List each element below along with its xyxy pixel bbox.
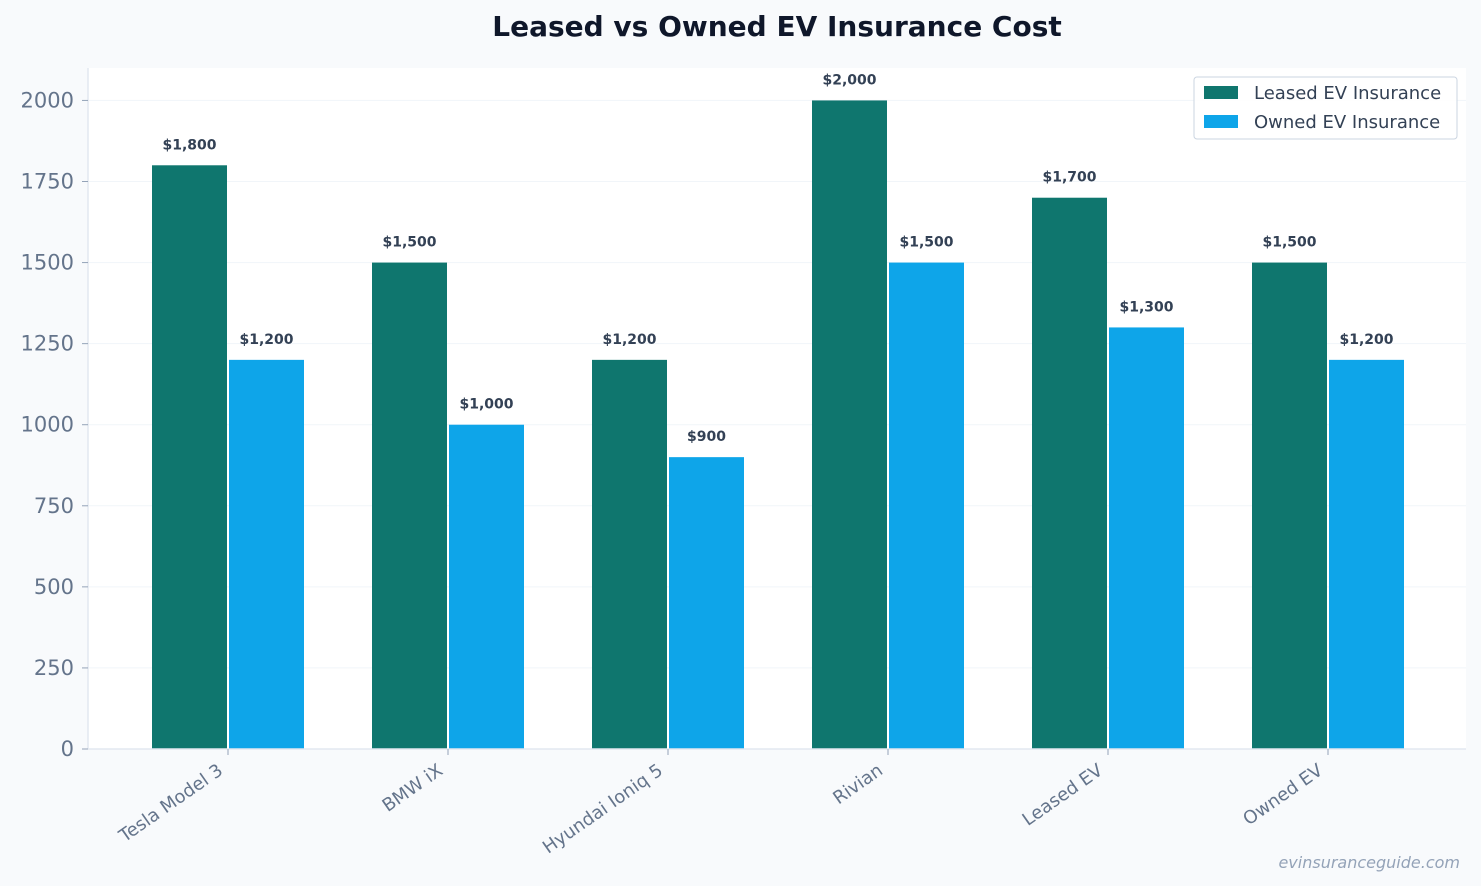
x-tick-label: Hyundai Ioniq 5 [539, 760, 667, 858]
legend-swatch-leased [1204, 86, 1238, 99]
bar-leased [592, 359, 667, 749]
watermark: evinsuranceguide.com [1278, 853, 1460, 872]
x-tick-label: BMW iX [379, 760, 447, 817]
data-label: $1,200 [239, 332, 293, 348]
data-label: $1,500 [382, 235, 436, 251]
data-label: $1,300 [1119, 299, 1173, 315]
y-tick-label: 250 [34, 656, 74, 680]
bar-leased [1252, 262, 1327, 749]
bar-owned [889, 262, 964, 749]
chart-title: Leased vs Owned EV Insurance Cost [492, 10, 1062, 43]
bar-leased [152, 165, 227, 750]
y-axis-ticks: 0 250 500 750 1000 1250 1500 1750 2000 [21, 88, 88, 761]
bars [152, 100, 1404, 750]
data-label: $2,000 [822, 72, 876, 88]
data-label: $1,200 [602, 332, 656, 348]
bar-leased [1032, 197, 1107, 749]
x-tick-label: Leased EV [1019, 760, 1108, 831]
y-tick-label: 1000 [21, 413, 74, 437]
bar-leased [812, 100, 887, 749]
legend-label-leased: Leased EV Insurance [1254, 83, 1441, 104]
data-label: $1,700 [1042, 170, 1096, 186]
data-label: $1,500 [899, 235, 953, 251]
legend-box [1193, 76, 1458, 140]
data-label: $1,000 [459, 397, 513, 413]
bar-owned [1329, 359, 1404, 749]
bar-owned [449, 424, 524, 749]
data-labels: $1,800 $1,200 $1,500 $1,000 $1,200 $900 $2,000… [162, 72, 1393, 445]
x-axis-ticks: Tesla Model 3 BMW iX Hyundai Ioniq 5 Rivian… [115, 749, 1329, 858]
y-tick-label: 750 [34, 494, 74, 518]
y-tick-label: 1750 [21, 170, 74, 194]
y-tick-label: 0 [61, 737, 74, 761]
y-tick-label: 1250 [21, 332, 74, 356]
x-tick-label: Owned EV [1239, 760, 1327, 830]
bar-owned [669, 457, 744, 749]
legend: Leased EV Insurance Owned EV Insurance [1193, 76, 1458, 140]
x-tick-label: Tesla Model 3 [115, 760, 227, 847]
y-tick-label: 1500 [21, 251, 74, 275]
data-label: $900 [687, 429, 726, 445]
bar-owned [229, 359, 304, 749]
y-tick-label: 500 [34, 575, 74, 599]
y-tick-label: 2000 [21, 88, 74, 112]
data-label: $1,500 [1262, 235, 1316, 251]
bar-owned [1109, 327, 1184, 749]
data-label: $1,200 [1339, 332, 1393, 348]
gridlines [88, 99, 1466, 669]
x-tick-label: Rivian [829, 760, 887, 809]
legend-label-owned: Owned EV Insurance [1254, 112, 1440, 133]
legend-swatch-owned [1204, 115, 1238, 128]
data-label: $1,800 [162, 137, 216, 153]
bar-leased [372, 262, 447, 749]
